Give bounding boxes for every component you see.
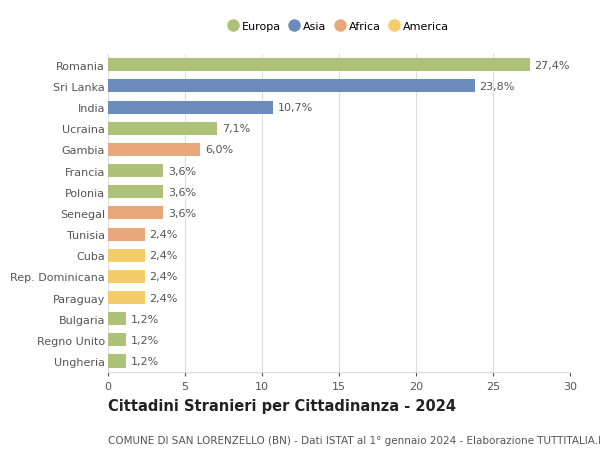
Text: 3,6%: 3,6% [168,166,196,176]
Bar [108,144,200,157]
Text: 2,4%: 2,4% [149,251,178,261]
Bar [108,207,163,220]
Text: COMUNE DI SAN LORENZELLO (BN) - Dati ISTAT al 1° gennaio 2024 - Elaborazione TUT: COMUNE DI SAN LORENZELLO (BN) - Dati IST… [108,435,600,445]
Text: 1,2%: 1,2% [131,314,160,324]
Text: 2,4%: 2,4% [149,230,178,240]
Bar [108,186,163,199]
Bar [108,165,163,178]
Legend: Europa, Asia, Africa, America: Europa, Asia, Africa, America [226,19,452,34]
Text: 10,7%: 10,7% [277,103,313,113]
Text: Cittadini Stranieri per Cittadinanza - 2024: Cittadini Stranieri per Cittadinanza - 2… [108,398,456,413]
Bar [108,291,145,304]
Text: 23,8%: 23,8% [479,82,515,92]
Text: 7,1%: 7,1% [222,124,250,134]
Bar [108,334,127,347]
Bar [108,228,145,241]
Text: 1,2%: 1,2% [131,356,160,366]
Bar [108,313,127,325]
Text: 27,4%: 27,4% [535,61,570,71]
Bar [108,123,217,135]
Bar [108,59,530,72]
Text: 2,4%: 2,4% [149,293,178,303]
Text: 2,4%: 2,4% [149,272,178,282]
Bar [108,80,475,93]
Text: 3,6%: 3,6% [168,208,196,218]
Text: 1,2%: 1,2% [131,335,160,345]
Bar [108,249,145,262]
Bar [108,355,127,368]
Text: 6,0%: 6,0% [205,145,233,155]
Text: 3,6%: 3,6% [168,187,196,197]
Bar [108,270,145,283]
Bar [108,101,273,114]
